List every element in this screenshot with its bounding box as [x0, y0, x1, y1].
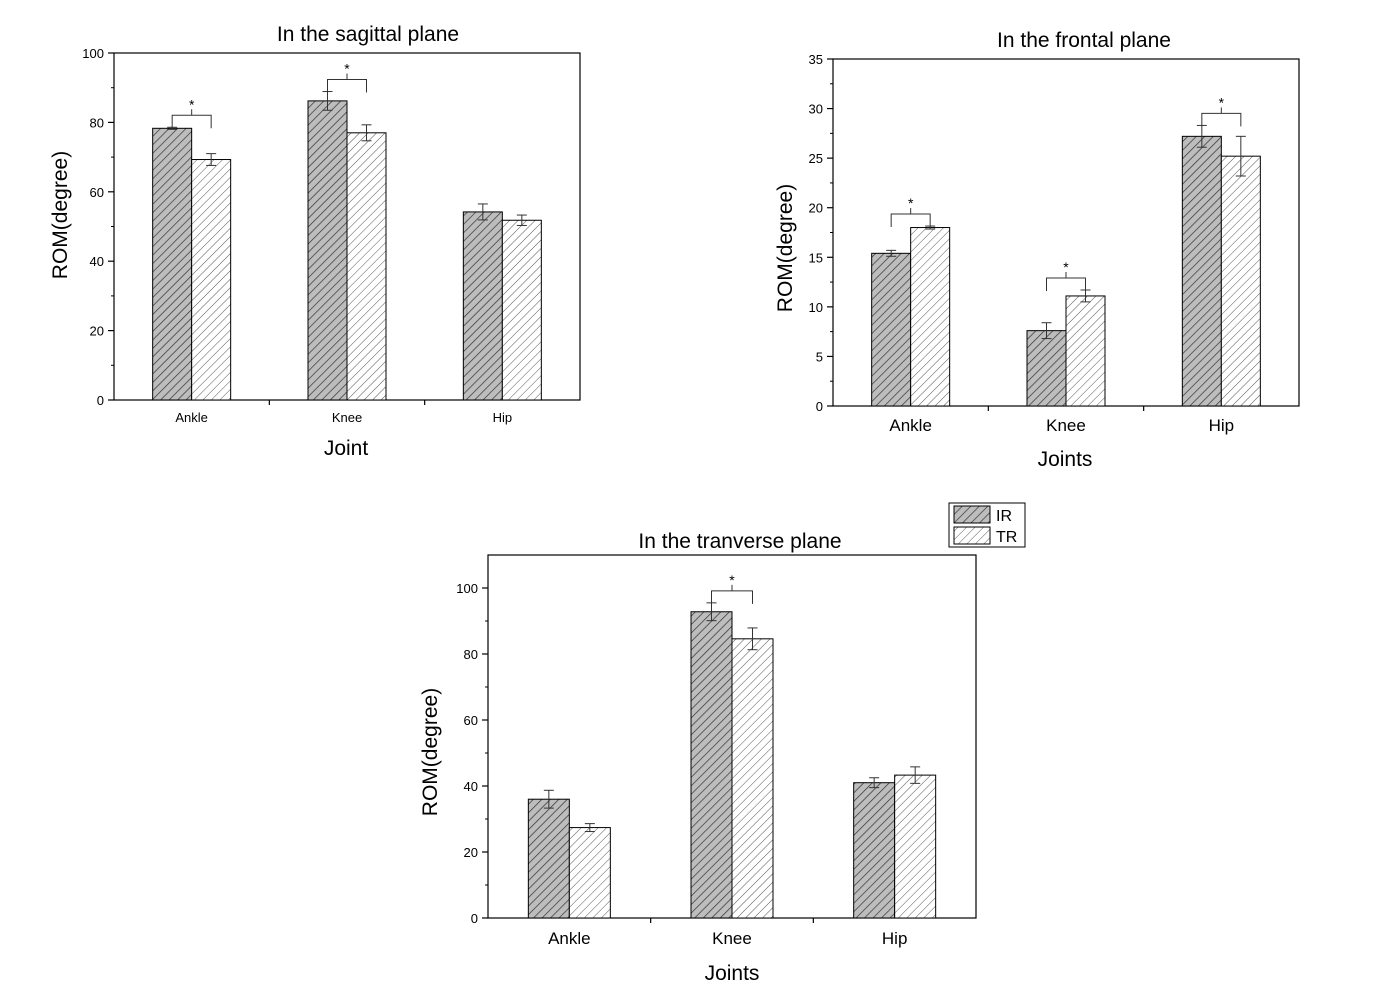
y-tick-label: 15	[809, 250, 823, 265]
significance-star: *	[729, 572, 735, 588]
x-tick-label: Ankle	[548, 929, 591, 948]
x-axis-label: Joints	[705, 962, 760, 985]
chart-title: In the sagittal plane	[277, 23, 459, 46]
sagittal-chart: In the sagittal plane Joint ROM(degree) …	[49, 23, 581, 460]
x-tick-label: Ankle	[175, 410, 208, 425]
bar-tr-ankle	[191, 159, 232, 401]
transverse-chart: In the tranverse plane Joints ROM(degree…	[419, 530, 977, 985]
bar-tr-knee	[346, 132, 387, 401]
x-tick-label: Knee	[712, 929, 752, 948]
y-tick-label: 100	[456, 581, 478, 596]
chart-title: In the tranverse plane	[638, 530, 841, 553]
bar-tr-knee	[1065, 295, 1106, 407]
bar-ir-hip	[1181, 135, 1222, 407]
y-axis-label: ROM(degree)	[419, 688, 442, 816]
y-tick-label: 60	[90, 185, 104, 200]
x-tick-label: Ankle	[889, 416, 932, 435]
bar-tr-ankle	[568, 827, 611, 919]
legend-label-ir: IR	[996, 508, 1012, 525]
x-axis-label: Joint	[324, 437, 369, 460]
bar-tr-knee	[731, 638, 774, 919]
y-tick-label: 20	[809, 201, 823, 216]
significance-bracket	[890, 213, 931, 228]
y-axis-label: ROM(degree)	[49, 151, 72, 279]
bar-ir-ankle	[152, 127, 193, 401]
significance-star: *	[908, 195, 914, 211]
significance-star: *	[344, 61, 350, 77]
y-tick-label: 10	[809, 300, 823, 315]
bar-ir-knee	[1026, 330, 1067, 407]
y-tick-label: 20	[464, 845, 478, 860]
legend-label-tr: TR	[996, 529, 1017, 546]
significance-bracket	[711, 590, 753, 604]
y-tick-label: 80	[464, 647, 478, 662]
y-tick-label: 0	[471, 911, 478, 926]
y-tick-label: 80	[90, 115, 104, 130]
y-tick-label: 100	[82, 46, 104, 61]
bar-tr-hip	[1220, 155, 1261, 407]
y-tick-label: 40	[90, 254, 104, 269]
legend-swatch-tr	[953, 526, 991, 545]
y-axis-label: ROM(degree)	[774, 184, 797, 312]
y-tick-label: 5	[816, 349, 823, 364]
significance-bracket	[327, 79, 367, 93]
significance-star: *	[189, 96, 195, 112]
chart-title: In the frontal plane	[997, 29, 1171, 52]
y-tick-label: 30	[809, 102, 823, 117]
x-tick-label: Knee	[332, 410, 362, 425]
y-tick-label: 20	[90, 324, 104, 339]
x-tick-label: Knee	[1046, 416, 1086, 435]
y-tick-label: 40	[464, 779, 478, 794]
significance-bracket	[1201, 112, 1242, 127]
y-tick-label: 0	[816, 399, 823, 414]
x-tick-label: Hip	[1209, 416, 1235, 435]
bar-tr-hip	[501, 219, 542, 401]
bar-tr-ankle	[910, 227, 951, 407]
legend-swatch-ir	[953, 505, 991, 524]
bar-ir-knee	[690, 611, 733, 919]
bar-tr-hip	[894, 774, 937, 919]
y-tick-label: 0	[97, 393, 104, 408]
x-tick-label: Hip	[493, 410, 513, 425]
x-axis-label: Joints	[1038, 448, 1093, 471]
bar-ir-ankle	[871, 252, 912, 407]
significance-star: *	[1063, 259, 1069, 275]
x-tick-label: Hip	[882, 929, 908, 948]
frontal-chart: In the frontal plane Joints ROM(degree) …	[774, 29, 1300, 471]
significance-star: *	[1219, 94, 1225, 110]
bar-ir-hip	[853, 782, 896, 919]
legend: IR TR	[948, 502, 1026, 548]
y-tick-label: 35	[809, 52, 823, 67]
bar-ir-hip	[462, 211, 503, 401]
significance-bracket	[171, 114, 212, 129]
y-tick-label: 25	[809, 151, 823, 166]
y-tick-label: 60	[464, 713, 478, 728]
bar-ir-knee	[307, 100, 348, 401]
bar-ir-ankle	[527, 798, 570, 919]
significance-bracket	[1046, 277, 1086, 292]
